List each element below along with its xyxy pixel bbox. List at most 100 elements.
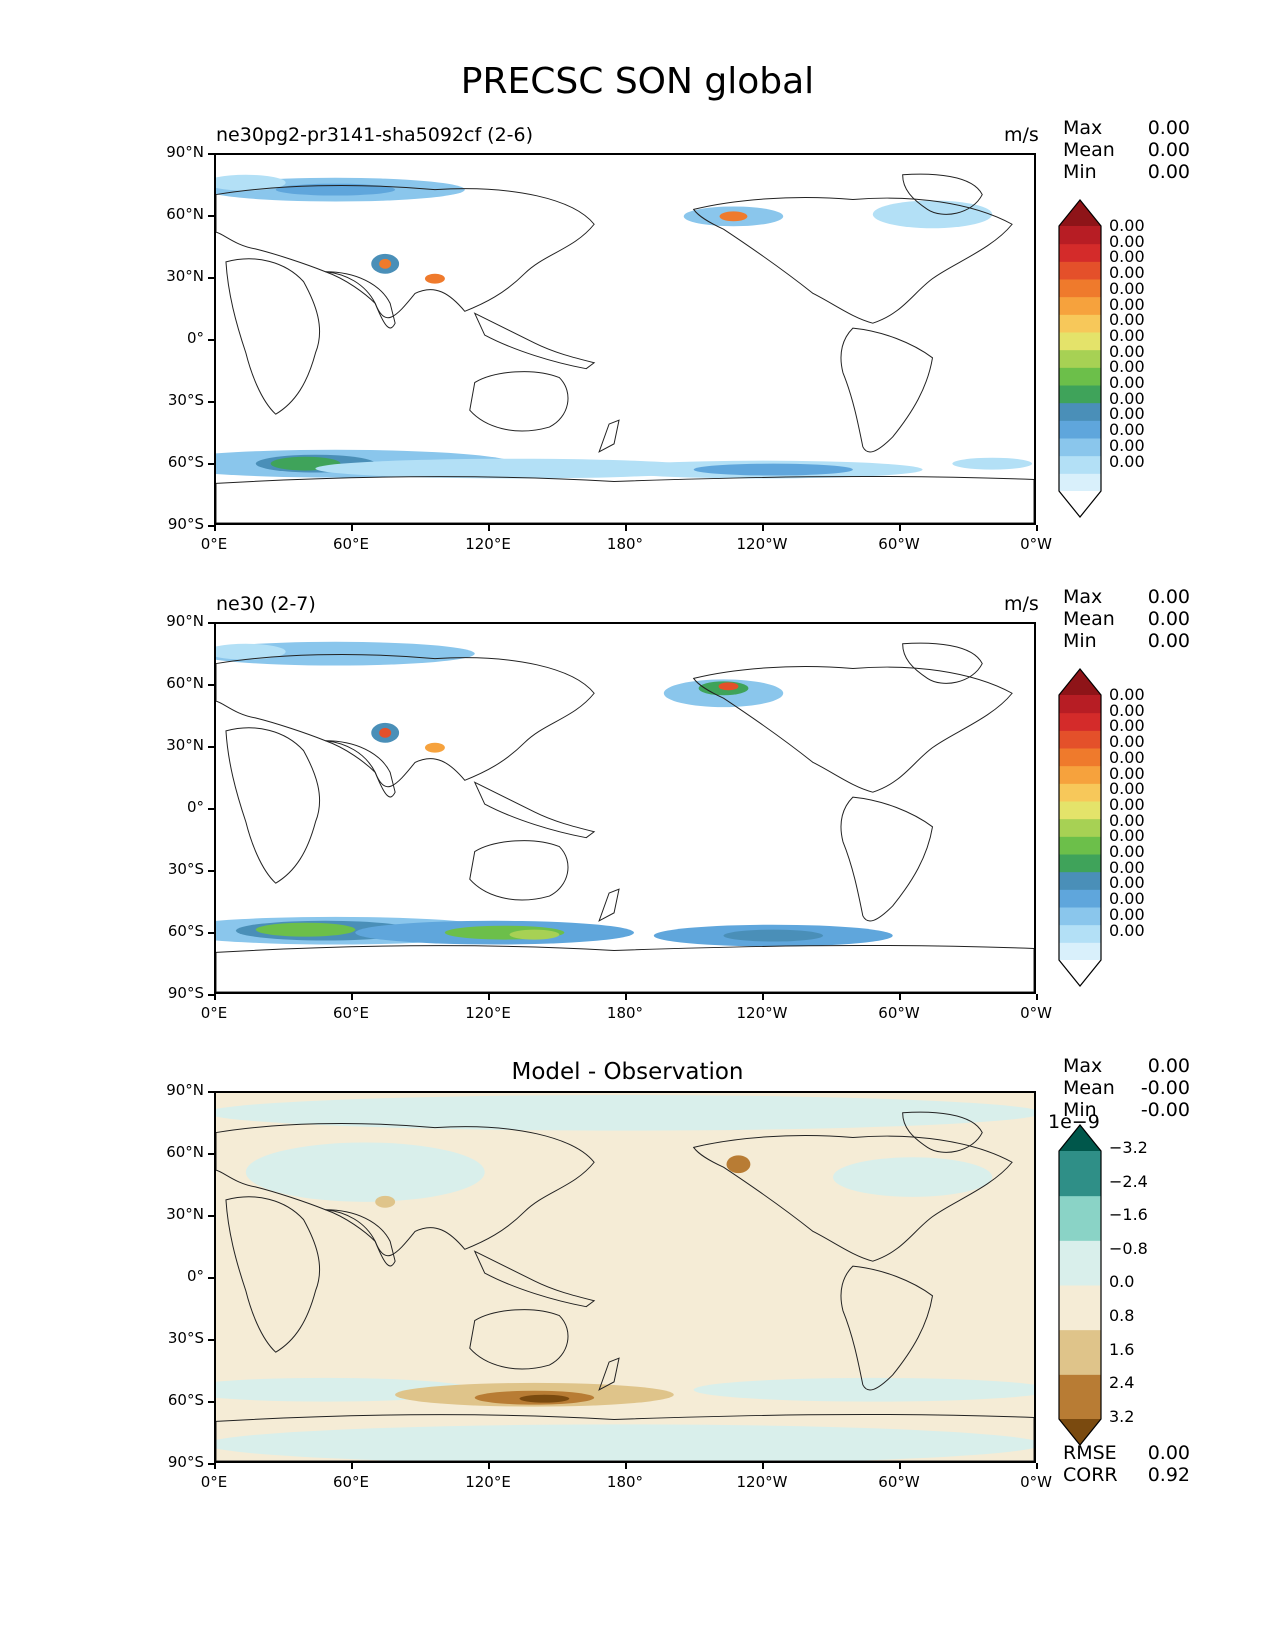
- colorbar-swatch-3: [1059, 907, 1101, 926]
- colorbar-extend-max: [1059, 669, 1101, 695]
- colorbar-swatch-2: [1059, 455, 1101, 474]
- colorbar-tick-label: 0.00: [1109, 435, 1145, 455]
- lat-tick-label: 30°S: [167, 860, 204, 878]
- lat-tick-label: 90°N: [166, 612, 204, 630]
- lon-tick-label: 120°E: [465, 535, 511, 553]
- lon-tick-mark: [1036, 994, 1038, 1000]
- colorbar-swatch-4: [1059, 889, 1101, 908]
- colorbar-test: [1058, 199, 1102, 518]
- lat-tick-label: 90°S: [167, 515, 204, 533]
- colorbar-swatch-5: [1059, 1195, 1101, 1241]
- lat-tick-label: 30°S: [167, 1329, 204, 1347]
- map-panel-test[interactable]: [214, 153, 1036, 525]
- lat-tick-mark: [208, 1277, 214, 1279]
- colorbar-tick-label: 0.00: [1109, 700, 1145, 720]
- map-panel-reference[interactable]: [214, 622, 1036, 994]
- field-contour-12: [718, 682, 739, 691]
- lat-tick-label: 90°S: [167, 984, 204, 1002]
- colorbar-tick-label: 0.00: [1109, 278, 1145, 298]
- coastline-0: [225, 258, 320, 415]
- field-contour-10: [726, 1155, 751, 1174]
- colorbar-swatch-12: [1059, 748, 1101, 767]
- stat-value-min: 0.00: [1147, 630, 1190, 652]
- units-label: m/s: [1004, 124, 1039, 146]
- lat-tick-mark: [208, 215, 214, 217]
- colorbar-swatch-10: [1059, 783, 1101, 802]
- colorbar-swatch-6: [1059, 385, 1101, 404]
- colorbar-swatch-7: [1059, 836, 1101, 855]
- map-panel-difference[interactable]: [214, 1091, 1036, 1463]
- colorbar-swatch-2: [1059, 1329, 1101, 1375]
- colorbar-tick-label: 0.00: [1109, 857, 1145, 877]
- field-contour-1: [216, 1094, 1034, 1131]
- field-contour-14: [379, 258, 392, 269]
- colorbar-swatch-15: [1059, 226, 1101, 245]
- colorbar-tick-label: 0.00: [1109, 873, 1145, 893]
- stat-value-max: 0.00: [1147, 117, 1190, 139]
- lat-tick-label: 60°N: [166, 1143, 204, 1161]
- coastline-7: [902, 642, 983, 684]
- coastline-9: [216, 1413, 1034, 1461]
- colorbar-swatch-4: [1059, 420, 1101, 439]
- map-canvas: [216, 155, 1034, 523]
- lon-tick-label: 60°W: [878, 1473, 920, 1491]
- lon-tick-mark: [488, 525, 490, 531]
- colorbar-swatch-13: [1059, 261, 1101, 280]
- lat-tick-mark: [208, 277, 214, 279]
- colorbar-tick-label: 0.00: [1109, 716, 1145, 736]
- colorbar-tick-label: 3.2: [1109, 1406, 1135, 1426]
- lat-tick-mark: [208, 153, 214, 155]
- lon-tick-label: 120°W: [736, 1004, 788, 1022]
- lat-tick-label: 30°S: [167, 391, 204, 409]
- colorbar-swatch-3: [1059, 438, 1101, 457]
- colorbar-extend-min: [1059, 1419, 1101, 1445]
- colorbar-tick-label: 0.00: [1109, 826, 1145, 846]
- lon-tick-mark: [762, 525, 764, 531]
- field-contour-3: [315, 458, 714, 479]
- colorbar-swatch-9: [1059, 332, 1101, 351]
- lon-tick-mark: [1036, 1463, 1038, 1469]
- colorbar-extend-max: [1059, 200, 1101, 226]
- colorbar-tick-label: 0.00: [1109, 404, 1145, 424]
- coastline-5: [598, 888, 620, 922]
- colorbar-swatch-8: [1059, 349, 1101, 368]
- colorbar-swatch-8: [1059, 818, 1101, 837]
- coastline-5: [598, 419, 620, 453]
- colorbar-tick-label: −3.2: [1109, 1138, 1148, 1157]
- lon-tick-label: 120°E: [465, 1473, 511, 1491]
- colorbar-swatch-1: [1059, 1374, 1101, 1420]
- colorbar-tick-label: 1.6: [1109, 1339, 1135, 1359]
- field-contour-8: [216, 641, 475, 666]
- lon-tick-label: 180°: [606, 535, 644, 553]
- lat-tick-mark: [208, 932, 214, 934]
- field-contour-15: [424, 273, 445, 284]
- colorbar-swatch-6: [1059, 1151, 1101, 1197]
- colorbar-swatch-15: [1059, 695, 1101, 714]
- lat-tick-label: 60°S: [167, 922, 204, 940]
- stat-label-max: Max: [1063, 1055, 1103, 1077]
- colorbar-swatch-5: [1059, 871, 1101, 890]
- lon-tick-label: 60°W: [878, 535, 920, 553]
- lon-tick-label: 120°W: [736, 1473, 788, 1491]
- lat-tick-mark: [208, 622, 214, 624]
- colorbar-tick-label: 0.00: [1109, 904, 1145, 924]
- colorbar-tick-label: 0.00: [1109, 779, 1145, 799]
- lon-tick-mark: [351, 525, 353, 531]
- coastline-0: [225, 1196, 320, 1353]
- colorbar-tick-label: 0.00: [1109, 732, 1145, 752]
- stat-label-min: Min: [1063, 630, 1097, 652]
- coastline-3: [473, 312, 596, 370]
- colorbar-outline: [1058, 668, 1102, 987]
- lat-tick-label: 0°: [186, 329, 204, 347]
- colorbar-tick-label: 0.00: [1109, 685, 1145, 704]
- colorbar-tick-label: 0.00: [1109, 325, 1145, 345]
- coastline-1: [216, 185, 595, 319]
- coastline-6: [692, 197, 1013, 324]
- lon-tick-mark: [899, 994, 901, 1000]
- lat-tick-mark: [208, 463, 214, 465]
- stat-label-mean: Mean: [1063, 608, 1115, 630]
- figure-title: PRECSC SON global: [460, 61, 815, 102]
- coastline-7: [902, 173, 983, 215]
- lat-tick-mark: [208, 1153, 214, 1155]
- lon-tick-mark: [488, 994, 490, 1000]
